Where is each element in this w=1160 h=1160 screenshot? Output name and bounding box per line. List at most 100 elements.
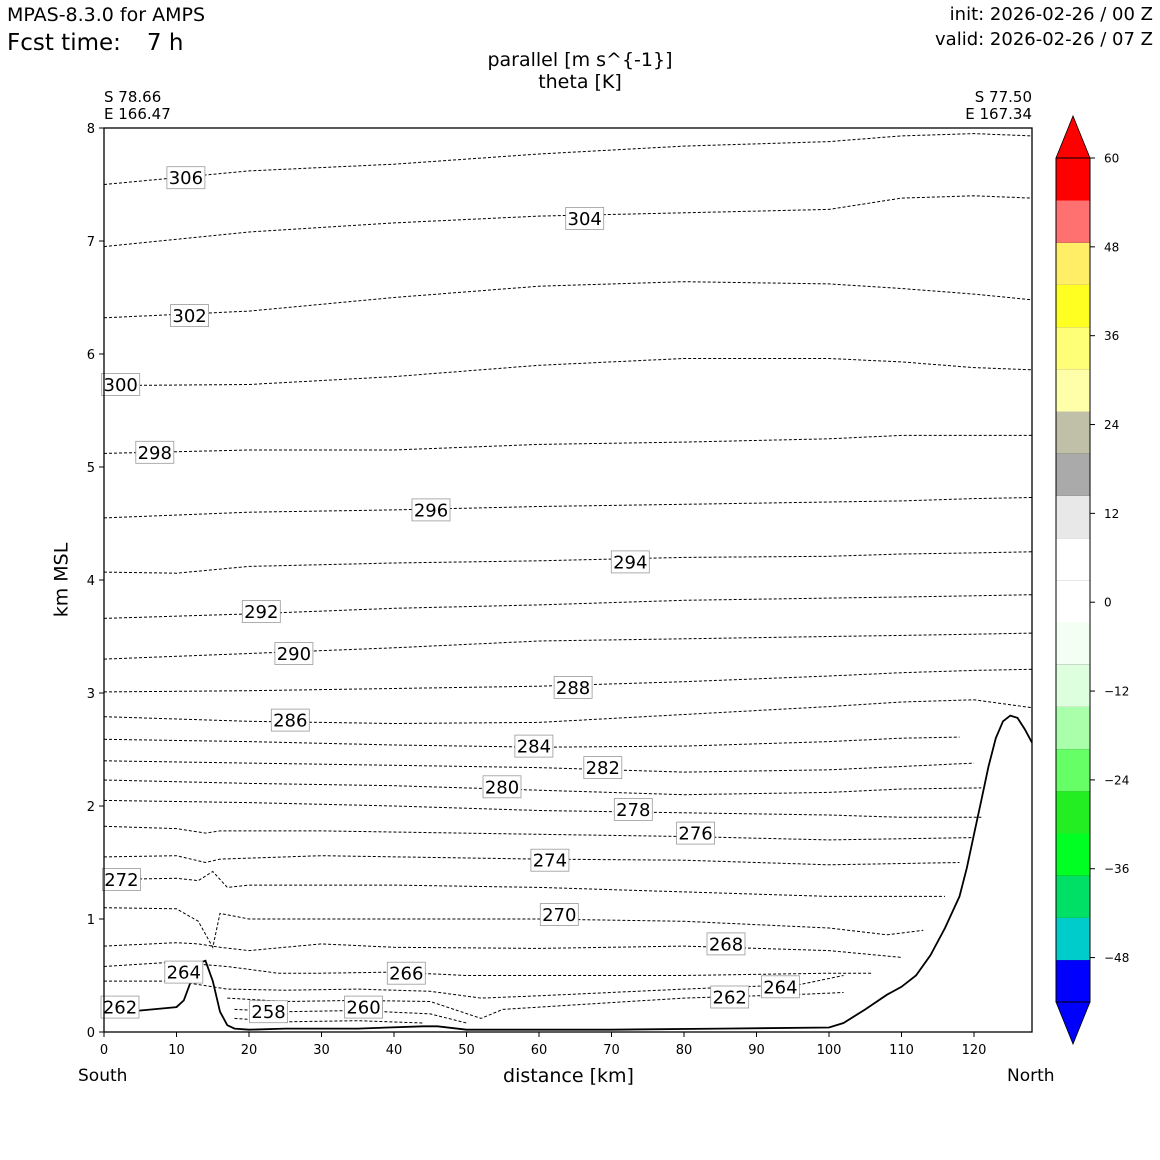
y-tick-label: 4 xyxy=(87,574,95,589)
y-tick-label: 0 xyxy=(87,1026,95,1041)
contour-label-292: 292 xyxy=(241,600,281,623)
y-tick-label: 3 xyxy=(87,687,95,702)
y-tick-label: 7 xyxy=(87,235,95,250)
contour-label-text: 264 xyxy=(167,963,201,984)
contour-label-box xyxy=(583,756,623,779)
contour-label-text: 264 xyxy=(763,977,797,998)
contour-label-box xyxy=(539,903,579,926)
colorbar-tick-label: 36 xyxy=(1104,329,1119,343)
x-tick-label: 100 xyxy=(817,1043,842,1058)
contour-label-286: 286 xyxy=(270,708,310,732)
colorbar-tick-label: −24 xyxy=(1104,773,1129,787)
contour-label-box xyxy=(166,166,206,190)
theta-contour-298 xyxy=(104,434,1032,454)
contour-label-text: 296 xyxy=(414,500,448,521)
left-endpoint-lat: S 78.66 xyxy=(104,88,162,106)
contour-label-box xyxy=(249,1000,289,1024)
contour-label-296: 296 xyxy=(411,498,451,521)
colorbar-band xyxy=(1056,917,1090,961)
colorbar-under-arrow xyxy=(1055,1001,1091,1046)
theta-contour-278 xyxy=(104,799,982,818)
contour-label-298: 298 xyxy=(135,440,175,464)
right-endpoint-lat: S 77.50 xyxy=(974,88,1032,106)
contour-label-272: 272 xyxy=(102,868,141,891)
contour-label-box xyxy=(241,600,281,623)
contour-label-262: 262 xyxy=(100,995,140,1019)
contour-label-box xyxy=(761,975,800,999)
valid-time: valid: 2026-02-26 / 07 Z xyxy=(935,29,1153,50)
contour-label-text: 262 xyxy=(103,998,137,1019)
contour-label-box xyxy=(101,373,141,396)
contour-label-box xyxy=(706,932,746,956)
contour-label-text: 276 xyxy=(678,824,712,845)
contour-label-box xyxy=(386,961,426,985)
colorbar-band xyxy=(1056,580,1090,623)
contour-label-264: 264 xyxy=(761,975,800,999)
contour-label-text: 298 xyxy=(138,443,172,464)
y-tick-label: 6 xyxy=(87,348,95,363)
contour-label-268: 268 xyxy=(706,932,746,956)
x-tick-label: 60 xyxy=(531,1043,548,1058)
x-tick-label: 50 xyxy=(458,1043,475,1058)
contour-label-box xyxy=(710,985,750,1009)
contour-label-box xyxy=(274,642,314,665)
colorbar: 60 48 36 24 12 0 −12 −24 −36 −48 xyxy=(1055,114,1129,1046)
contour-label-302: 302 xyxy=(170,304,210,328)
plot-frame xyxy=(103,127,1033,1033)
contour-label-274: 274 xyxy=(530,848,570,872)
contour-label-294: 294 xyxy=(610,550,650,573)
contour-label-text: 300 xyxy=(104,375,138,396)
terrain xyxy=(104,714,1032,1031)
theta-contour-272 xyxy=(104,870,945,897)
colorbar-tick-label: 12 xyxy=(1104,507,1119,521)
theta-contour-292 xyxy=(104,594,1032,619)
y-tick-label: 1 xyxy=(87,913,95,928)
y-tick-label: 8 xyxy=(87,122,95,137)
colorbar-band xyxy=(1056,748,1090,792)
contour-label-box xyxy=(613,798,653,821)
theta-contour-282 xyxy=(104,760,975,773)
colorbar-band xyxy=(1056,242,1090,285)
colorbar-tick-label: 0 xyxy=(1104,596,1112,610)
theta-contour-302 xyxy=(104,281,1032,319)
colorbar-tick-label: 60 xyxy=(1104,152,1119,166)
colorbar-band xyxy=(1056,284,1090,328)
colorbar-tick-label: 48 xyxy=(1104,240,1119,254)
x-tick-label: 90 xyxy=(748,1043,765,1058)
contour-label-box xyxy=(676,821,715,845)
contour-label-290: 290 xyxy=(274,642,314,665)
x-axis: 0 10 20 30 40 50 60 70 80 90 100 110 120 xyxy=(100,1032,987,1058)
contour-label-260: 260 xyxy=(344,995,383,1019)
contour-label-box xyxy=(482,775,522,799)
contour-label-box xyxy=(164,960,204,984)
theta-contour-306 xyxy=(104,133,1032,185)
contour-label-box xyxy=(565,206,605,230)
colorbar-band xyxy=(1056,200,1090,243)
contour-label-box xyxy=(514,734,554,758)
colorbar-band xyxy=(1056,495,1090,539)
contour-label-box xyxy=(530,848,570,872)
contour-label-text: 266 xyxy=(389,964,423,985)
theta-contour-296 xyxy=(104,497,1032,519)
contour-label-284: 284 xyxy=(514,734,554,758)
x-tick-label: 120 xyxy=(962,1043,987,1058)
contour-label-262: 262 xyxy=(710,985,750,1009)
contour-label-text: 270 xyxy=(542,905,576,926)
colorbar-band xyxy=(1056,875,1090,918)
x-tick-label: 40 xyxy=(386,1043,403,1058)
theta-contour-266 xyxy=(104,961,873,976)
contour-labels: 306 304 302 300 298 296 294 292 290 288 286 284 282 2… xyxy=(100,166,800,1024)
contour-label-box xyxy=(170,304,210,328)
contour-label-text: 278 xyxy=(616,800,650,821)
contour-label-266: 266 xyxy=(386,961,426,985)
x-axis-label: distance [km] xyxy=(503,1065,634,1087)
contour-label-258: 258 xyxy=(249,1000,289,1024)
theta-contour-268 xyxy=(104,942,902,958)
contour-label-text: 260 xyxy=(346,998,380,1019)
contour-label-278: 278 xyxy=(613,798,653,821)
contour-label-text: 304 xyxy=(568,209,602,230)
theta-contour-276 xyxy=(104,825,975,841)
theta-contour-304 xyxy=(104,195,1032,248)
colorbar-tick-label: −36 xyxy=(1104,862,1129,876)
